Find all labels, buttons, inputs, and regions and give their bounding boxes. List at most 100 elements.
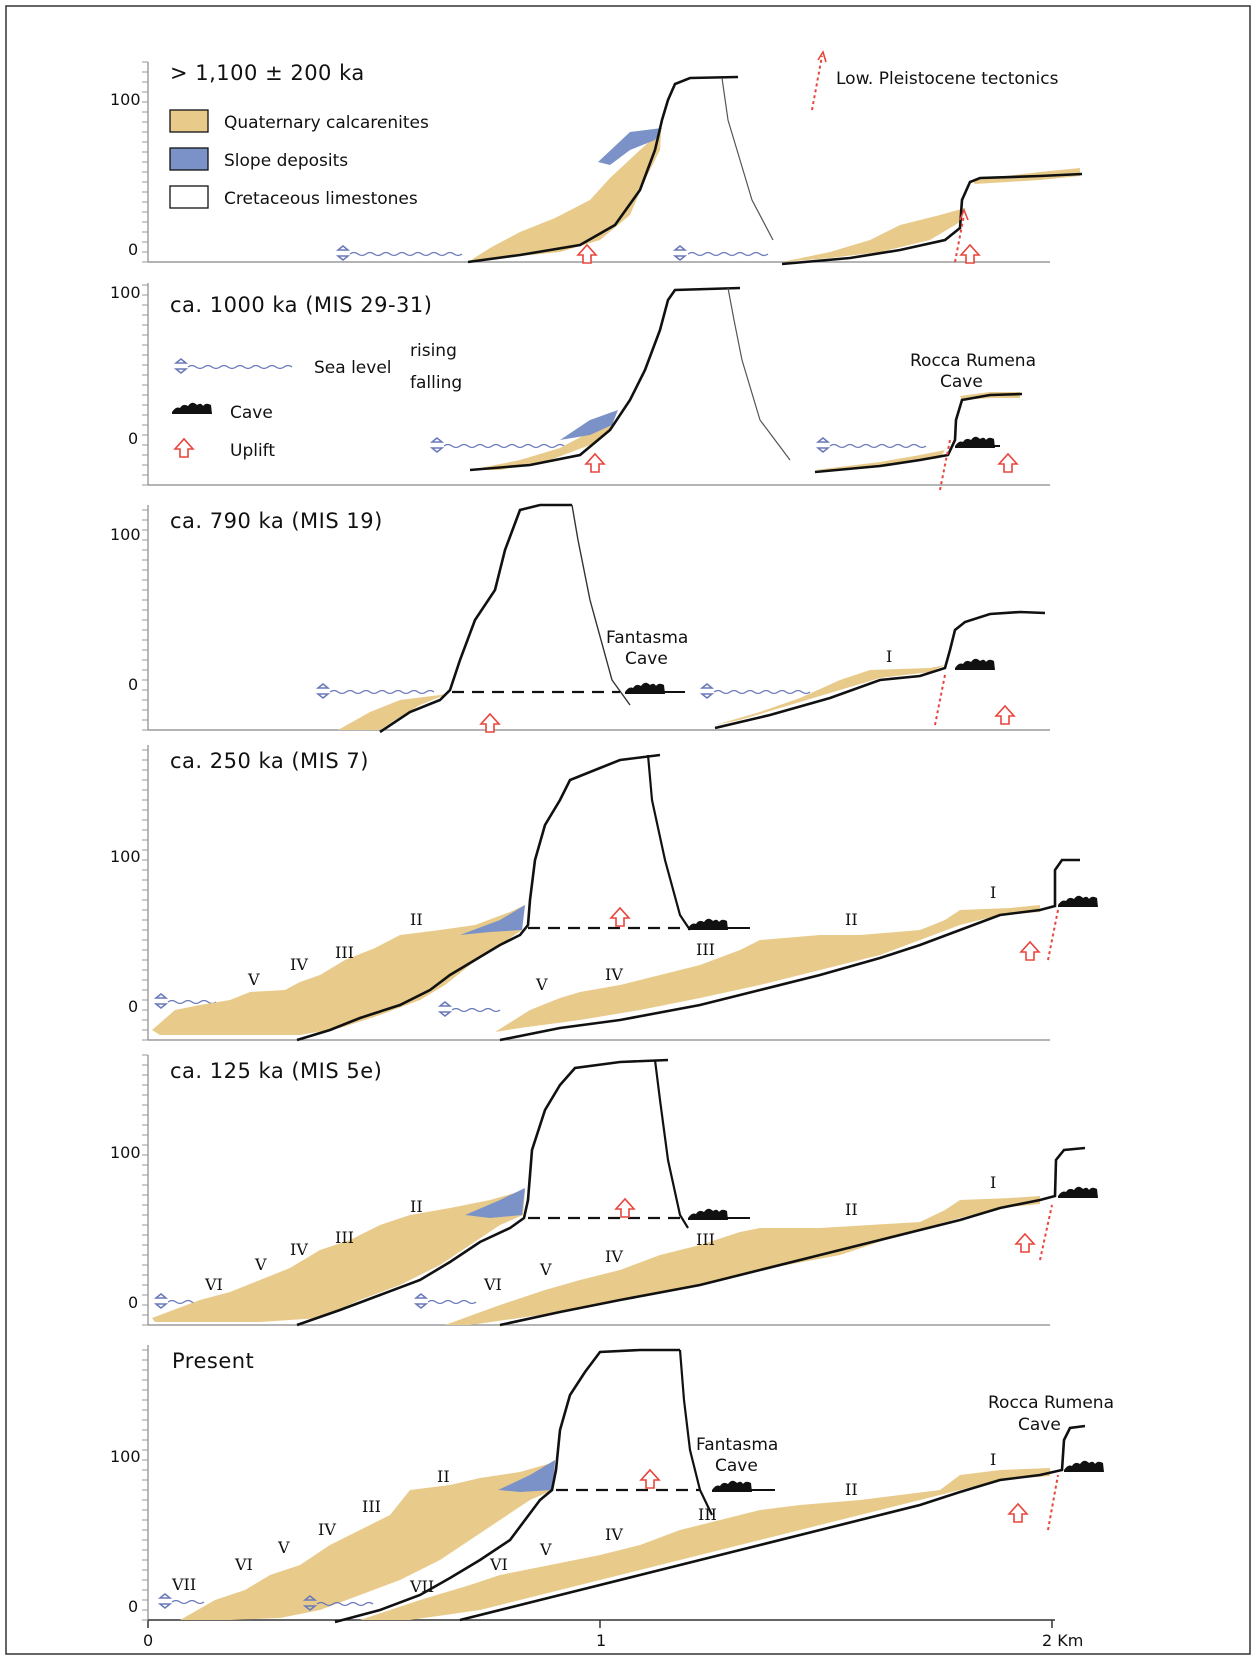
terrace-VI-right: VI [483, 1275, 502, 1294]
limestone-profile [469, 286, 741, 472]
terrace-IV-right: IV [605, 1525, 623, 1544]
legend-calcarenite-swatch [169, 109, 209, 133]
slope-deposit [460, 905, 525, 935]
panel-1-y0: 0 [128, 240, 138, 259]
legend-slope-swatch [169, 147, 209, 171]
panel-6-y100: 100 [110, 1447, 141, 1466]
legend-sea-level-icon [175, 358, 187, 374]
terrace-I: I [990, 1450, 996, 1469]
uplift-icon [640, 1469, 660, 1489]
calcarenite-deposit [495, 905, 1040, 1032]
legend-cave: Cave [230, 403, 273, 423]
legend-rising: rising [410, 341, 457, 361]
fault-line [939, 439, 951, 491]
panel-2-y0: 0 [128, 429, 138, 448]
terrace-II-right: II [845, 1480, 858, 1499]
slope-deposit [598, 128, 662, 165]
x-tick-2: 2 Km [1042, 1631, 1083, 1650]
terrace-III-right: III [698, 1505, 717, 1524]
limestone-profile [781, 172, 1083, 266]
terrace-IV-right: IV [605, 1247, 623, 1266]
legend-calcarenites: Quaternary calcarenites [224, 113, 429, 133]
legend-limestone-swatch [169, 185, 209, 209]
panel-5-y0: 0 [128, 1293, 138, 1312]
calcarenite-deposit [715, 665, 945, 725]
terrace-III-right: III [696, 940, 715, 959]
uplift-icon [480, 713, 500, 733]
fault-line [1047, 1474, 1059, 1531]
rocca-cave-label-1: Rocca Rumena [910, 351, 1036, 371]
terrace-V-left: V [277, 1538, 290, 1557]
slope-deposit [465, 1188, 525, 1218]
terrace-V-left: V [247, 970, 260, 989]
fantasma-cave-label-2: Cave [715, 1456, 758, 1476]
limestone-profile [814, 392, 1023, 474]
uplift-icon [585, 453, 605, 473]
rocca-cave-label-2: Cave [940, 372, 983, 392]
terrace-IV-left: IV [318, 1520, 336, 1539]
calcarenite-deposit [782, 208, 965, 262]
limestone-profile [467, 75, 739, 264]
limestone-profile [714, 610, 1046, 730]
slope-deposit [498, 1460, 555, 1492]
terrace-V-right: V [539, 1540, 552, 1559]
terrace-V-right: V [539, 1260, 552, 1279]
rocca-rumena-cave-icon [1064, 1460, 1104, 1472]
uplift-icon [577, 244, 597, 264]
terrace-IV-right: IV [605, 965, 623, 984]
sea-level-icon [159, 1593, 171, 1609]
terrace-VI-right: VI [489, 1555, 508, 1574]
sea-level-icon [817, 437, 829, 453]
terrace-VI-left: VI [204, 1275, 223, 1294]
legend-uplift-icon [174, 438, 194, 458]
sea-level-icon [155, 993, 167, 1009]
calcarenite-deposit [152, 1190, 525, 1322]
sea-level-icon [674, 245, 686, 261]
panel-2-y100: 100 [110, 283, 141, 302]
terrace-V-right: V [535, 975, 548, 994]
sea-level-icon [431, 437, 443, 453]
terrace-I: I [990, 1173, 996, 1192]
figure-frame [5, 5, 1251, 1655]
terrace-III-left: III [335, 1228, 354, 1247]
fantasma-cave-label-1: Fantasma [606, 628, 688, 648]
legend-tectonics: Low. Pleistocene tectonics [836, 69, 1059, 89]
slope-deposit [560, 410, 618, 440]
legend-cave-icon [172, 402, 212, 414]
cave-icon [955, 658, 995, 670]
fantasma-cave-label-1: Fantasma [696, 1435, 778, 1455]
terrace-II-left: II [437, 1467, 450, 1486]
panel-6-title: Present [172, 1349, 254, 1373]
uplift-icon [998, 453, 1018, 473]
panel-4-y100: 100 [110, 847, 141, 866]
limestone-profile [499, 858, 1080, 1042]
terrace-II-left: II [410, 1197, 423, 1216]
panel-2-title: ca. 1000 ka (MIS 29-31) [170, 293, 432, 317]
terrace-II-left: II [410, 910, 423, 929]
uplift-icon [960, 244, 980, 264]
fault-line [934, 674, 946, 726]
fault-line [1039, 1204, 1053, 1261]
x-tick-0: 0 [143, 1631, 153, 1650]
sea-level-icon [439, 1001, 451, 1017]
uplift-icon [1008, 1503, 1028, 1523]
terrace-VII-right: VII [409, 1577, 434, 1596]
sea-level-icon [415, 1293, 427, 1309]
cave-icon [1058, 895, 1098, 907]
calcarenite-deposit [180, 1462, 555, 1620]
terrace-VII-left: VII [171, 1575, 196, 1594]
limestone-profile [296, 753, 661, 1042]
panel-5: 100 0 ca. 125 ka (MIS 5e) VI V IV III II… [110, 1055, 1098, 1327]
terrace-I: I [886, 647, 892, 666]
sea-level-icon [155, 1293, 167, 1309]
limestone-profile [379, 503, 572, 734]
panel-3-title: ca. 790 ka (MIS 19) [170, 509, 383, 533]
terrace-III-right: III [696, 1230, 715, 1249]
panel-4-title: ca. 250 ka (MIS 7) [170, 749, 369, 773]
panel-1: 100 0 > 1,100 ± 200 ka Quaternary calcar… [110, 50, 1083, 266]
calcarenite-deposit [360, 1468, 1050, 1620]
uplift-icon [1015, 1233, 1035, 1253]
panel-5-y100: 100 [110, 1143, 141, 1162]
terrace-IV-left: IV [290, 1240, 308, 1259]
uplift-icon [995, 705, 1015, 725]
